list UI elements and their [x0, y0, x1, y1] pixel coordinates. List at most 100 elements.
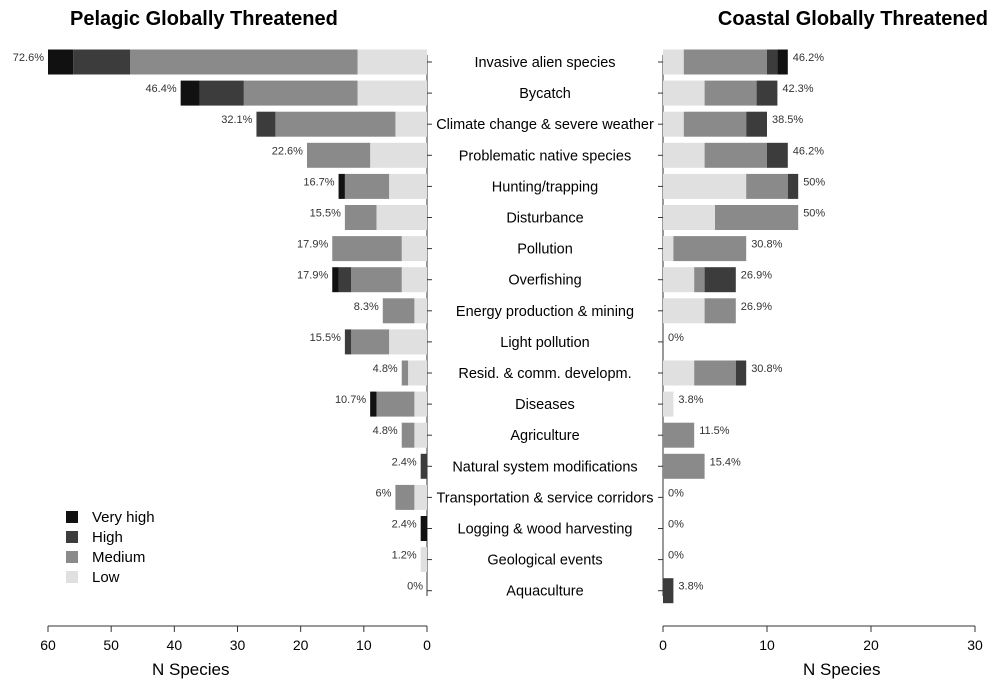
pelagic-x-tick-label: 50	[103, 637, 119, 653]
pelagic-bar-very-high	[332, 267, 339, 293]
coastal-bar-medium	[746, 173, 788, 199]
pelagic-bar-medium	[130, 49, 358, 75]
category-label-light-pollution: Light pollution	[500, 335, 590, 351]
pelagic-bar-low	[357, 80, 427, 106]
pelagic-bar-label: 2.4%	[392, 519, 417, 531]
pelagic-bar-very-high	[48, 49, 74, 75]
coastal-bar-high	[767, 49, 778, 75]
legend-swatch-low	[66, 571, 78, 583]
category-label-diseases: Diseases	[515, 397, 575, 413]
category-label-disturbance: Disturbance	[506, 211, 583, 227]
coastal-chart-title: Coastal Globally Threatened	[717, 8, 988, 30]
legend-swatch-high	[66, 531, 78, 543]
pelagic-bar-medium	[382, 298, 415, 324]
pelagic-bar-low	[370, 142, 427, 168]
pelagic-x-tick-label: 0	[423, 637, 431, 653]
coastal-bar-high	[704, 267, 736, 293]
pelagic-bar-high	[420, 453, 427, 479]
pelagic-bar-low	[401, 267, 427, 293]
pelagic-x-tick-label: 30	[230, 637, 246, 653]
pelagic-bar-medium	[243, 80, 358, 106]
category-label-energy-production-mining: Energy production & mining	[456, 304, 634, 320]
pelagic-bar-label: 8.3%	[354, 301, 379, 313]
pelagic-bar-low	[357, 49, 427, 75]
coastal-bar-low	[663, 205, 715, 230]
pelagic-bar-label: 17.9%	[297, 270, 328, 282]
category-label-geological-events: Geological events	[487, 553, 602, 569]
pelagic-bar-medium	[395, 484, 415, 510]
pelagic-bar-label: 22.6%	[272, 145, 303, 157]
pelagic-bar-low	[401, 236, 427, 262]
pelagic-bar-low	[414, 422, 427, 448]
coastal-bar-low	[663, 267, 695, 293]
pelagic-bar-low	[389, 173, 427, 199]
coastal-bar-low	[663, 111, 684, 137]
coastal-bar-label: 0%	[668, 519, 684, 531]
coastal-bar-label: 50%	[803, 208, 825, 220]
category-label-transportation-service-corridors: Transportation & service corridors	[436, 490, 653, 506]
legend-item-low: Low	[66, 567, 155, 587]
pelagic-bar-low	[389, 329, 427, 355]
coastal-bar-medium	[673, 236, 747, 262]
pelagic-bar-label: 46.4%	[145, 83, 176, 95]
pelagic-chart-title: Pelagic Globally Threatened	[70, 8, 338, 30]
coastal-bar-medium	[704, 142, 767, 168]
pelagic-bar-medium	[344, 205, 377, 230]
pelagic-bar-medium	[351, 267, 402, 293]
pelagic-bar-label: 4.8%	[373, 425, 398, 437]
pelagic-x-tick-label: 60	[40, 637, 56, 653]
pelagic-bar-medium	[306, 142, 371, 168]
legend-swatch-medium	[66, 551, 78, 563]
pelagic-bar-high	[73, 49, 131, 75]
coastal-bar-label: 0%	[668, 550, 684, 562]
legend-label-very-high: Very high	[92, 508, 155, 526]
pelagic-x-tick-label: 40	[167, 637, 183, 653]
pelagic-bar-label: 1.2%	[392, 550, 417, 562]
coastal-bar-low	[663, 142, 705, 168]
pelagic-bar-medium	[401, 360, 409, 386]
coastal-bar-low	[663, 49, 684, 75]
coastal-bar-label: 30.8%	[751, 239, 782, 251]
pelagic-bar-low	[408, 360, 427, 386]
pelagic-bar-label: 6%	[376, 487, 392, 499]
coastal-bar-label: 46.2%	[793, 145, 824, 157]
pelagic-x-tick-label: 10	[356, 637, 372, 653]
pelagic-bar-label: 10.7%	[335, 394, 366, 406]
pelagic-bar-label: 72.6%	[13, 52, 44, 64]
coastal-bar-low	[663, 391, 674, 417]
pelagic-bar-high	[344, 329, 352, 355]
legend-label-medium: Medium	[92, 548, 146, 566]
coastal-bar-medium	[704, 298, 736, 324]
legend-swatch-very-high	[66, 511, 78, 523]
coastal-bar-high	[735, 360, 747, 386]
category-label-problematic-native-species: Problematic native species	[459, 148, 631, 164]
pelagic-bar-low	[395, 111, 427, 137]
coastal-bar-low	[663, 80, 705, 106]
pelagic-bar-medium	[351, 329, 390, 355]
legend-label-high: High	[92, 528, 123, 546]
legend: Very high High Medium Low	[66, 507, 155, 587]
coastal-bar-label: 38.5%	[772, 114, 803, 126]
pelagic-bar-label: 17.9%	[297, 239, 328, 251]
pelagic-bar-high	[338, 267, 352, 293]
category-label-invasive-alien-species: Invasive alien species	[474, 55, 615, 71]
pelagic-bar-low	[376, 205, 427, 230]
pelagic-bar-high	[199, 80, 244, 106]
pelagic-bar-very-high	[180, 80, 200, 106]
pelagic-bar-medium	[275, 111, 396, 137]
pelagic-bar-label: 15.5%	[310, 208, 341, 220]
coastal-bar-high	[787, 173, 799, 199]
coastal-bar-medium	[663, 422, 695, 448]
coastal-x-tick-label: 0	[659, 637, 667, 653]
coastal-bar-medium	[704, 80, 757, 106]
category-label-aquaculture: Aquaculture	[506, 584, 583, 600]
coastal-bar-label: 50%	[803, 176, 825, 188]
coastal-bar-label: 26.9%	[741, 301, 772, 313]
coastal-bar-low	[663, 236, 674, 262]
coastal-bar-medium	[683, 49, 767, 75]
coastal-bar-high	[756, 80, 778, 106]
pelagic-bar-high	[256, 111, 276, 137]
coastal-x-axis-label: N Species	[803, 660, 881, 679]
coastal-bar-very-high	[777, 49, 788, 75]
pelagic-bar-low	[414, 298, 427, 324]
